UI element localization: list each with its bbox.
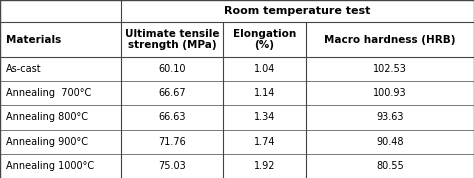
Bar	[0, 81, 121, 105]
Text: 71.76: 71.76	[158, 137, 186, 147]
Bar	[0, 105, 121, 130]
Text: 66.67: 66.67	[158, 88, 186, 98]
Text: 1.92: 1.92	[254, 161, 275, 171]
Bar	[0, 0, 121, 22]
Text: 100.93: 100.93	[373, 88, 407, 98]
Text: Annealing 900°C: Annealing 900°C	[6, 137, 88, 147]
Bar	[121, 22, 223, 57]
Bar	[0, 154, 121, 178]
Bar	[223, 105, 306, 130]
Bar	[121, 81, 223, 105]
Bar	[121, 105, 223, 130]
Bar	[0, 57, 121, 81]
Text: 93.63: 93.63	[376, 112, 404, 122]
Text: 1.74: 1.74	[254, 137, 275, 147]
Text: 1.14: 1.14	[254, 88, 275, 98]
Text: Annealing 800°C: Annealing 800°C	[6, 112, 88, 122]
Bar	[223, 154, 306, 178]
Bar	[223, 81, 306, 105]
Bar	[306, 105, 474, 130]
Bar	[0, 130, 121, 154]
Bar	[306, 154, 474, 178]
Bar	[306, 22, 474, 57]
Text: As-cast: As-cast	[6, 64, 41, 74]
Bar	[121, 57, 223, 81]
Bar	[306, 57, 474, 81]
Bar	[223, 22, 306, 57]
Text: 1.04: 1.04	[254, 64, 275, 74]
Bar	[121, 130, 223, 154]
Text: 60.10: 60.10	[158, 64, 186, 74]
Text: Annealing  700°C: Annealing 700°C	[6, 88, 91, 98]
Text: Elongation
(%): Elongation (%)	[233, 29, 296, 50]
Bar	[121, 0, 474, 22]
Text: Materials: Materials	[6, 35, 61, 45]
Text: Room temperature test: Room temperature test	[224, 6, 371, 16]
Text: 66.63: 66.63	[158, 112, 186, 122]
Text: Ultimate tensile
strength (MPa): Ultimate tensile strength (MPa)	[125, 29, 219, 50]
Text: 75.03: 75.03	[158, 161, 186, 171]
Bar	[223, 57, 306, 81]
Bar	[306, 130, 474, 154]
Bar	[223, 130, 306, 154]
Text: 102.53: 102.53	[373, 64, 407, 74]
Text: 90.48: 90.48	[376, 137, 404, 147]
Text: 1.34: 1.34	[254, 112, 275, 122]
Bar	[121, 154, 223, 178]
Text: Macro hardness (HRB): Macro hardness (HRB)	[324, 35, 456, 45]
Text: 80.55: 80.55	[376, 161, 404, 171]
Text: Annealing 1000°C: Annealing 1000°C	[6, 161, 94, 171]
Bar	[306, 81, 474, 105]
Bar	[0, 22, 121, 57]
